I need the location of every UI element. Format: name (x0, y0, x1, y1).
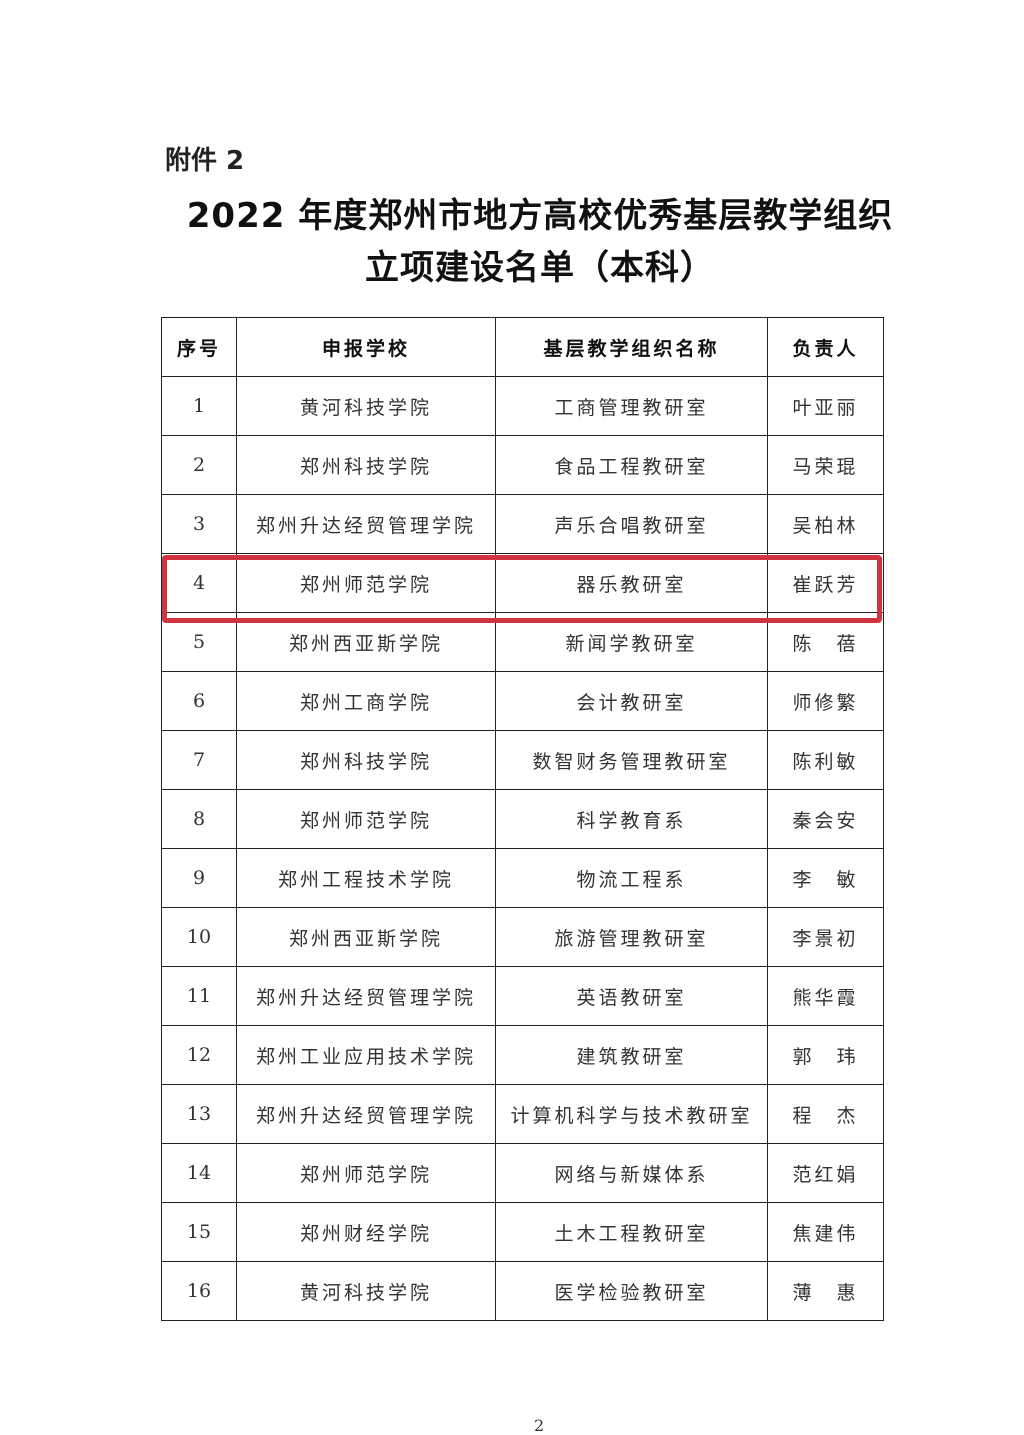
cell-index: 14 (161, 1143, 237, 1203)
cell-index: 13 (161, 1084, 237, 1144)
cell-index: 12 (161, 1025, 237, 1085)
cell-school: 郑州科技学院 (236, 730, 496, 790)
cell-leader: 程 杰 (767, 1084, 884, 1144)
table-row: 6 郑州工商学院 会计教研室 师修繁 (161, 671, 884, 731)
document-title-line-1: 2022 年度郑州市地方高校优秀基层教学组织 (186, 196, 894, 236)
cell-organization: 声乐合唱教研室 (495, 494, 768, 554)
cell-leader: 薄 惠 (767, 1261, 884, 1321)
table-row: 15 郑州财经学院 土木工程教研室 焦建伟 (161, 1202, 884, 1262)
cell-school: 黄河科技学院 (236, 376, 496, 436)
table-row: 11 郑州升达经贸管理学院 英语教研室 熊华霞 (161, 966, 884, 1026)
table-row: 12 郑州工业应用技术学院 建筑教研室郭 玮 (161, 1025, 884, 1085)
table-row: 8 郑州师范学院 科学教育系 秦会安 (161, 789, 884, 849)
cell-organization: 旅游管理教研室 (495, 907, 768, 967)
cell-school: 郑州师范学院 (236, 789, 496, 849)
table-row: 3 郑州升达经贸管理学院 声乐合唱教研室 吴柏林 (161, 494, 884, 554)
table-header-row: 序号 申报学校 基层教学组织名称 负责人 (161, 317, 884, 377)
cell-leader: 李 敏 (767, 848, 884, 908)
cell-school: 郑州升达经贸管理学院 (236, 966, 496, 1026)
attachment-label: 附件 2 (165, 146, 245, 176)
header-leader: 负责人 (767, 317, 884, 377)
table-row: 7 郑州科技学院 数智财务管理教研室 陈利敏 (161, 730, 884, 790)
cell-organization: 土木工程教研室 (495, 1202, 768, 1262)
cell-index: 3 (161, 494, 237, 554)
cell-organization: 英语教研室 (495, 966, 768, 1026)
page-number: 2 (534, 1416, 545, 1435)
project-list-table: 序号 申报学校 基层教学组织名称 负责人 1 黄河科技学院 工商管理教研室 叶亚丽 2 郑… (161, 317, 884, 1321)
table-row: 10 郑州西亚斯学院 旅游管理教研室 李景初 (161, 907, 884, 967)
cell-leader: 师修繁 (767, 671, 884, 731)
document-title-line-2: 立项建设名单（本科） (365, 248, 715, 288)
cell-school: 郑州工程技术学院 (236, 848, 496, 908)
cell-organization: 器乐教研室 (495, 553, 768, 613)
cell-index: 7 (161, 730, 237, 790)
cell-school: 郑州财经学院 (236, 1202, 496, 1262)
cell-organization: 食品工程教研室 (495, 435, 768, 495)
cell-school: 郑州科技学院 (236, 435, 496, 495)
cell-school: 郑州工商学院 (236, 671, 496, 731)
cell-school: 郑州工业应用技术学院 (236, 1025, 496, 1085)
cell-organization: 医学检验教研室 (495, 1261, 768, 1321)
cell-leader: 叶亚丽 (767, 376, 884, 436)
cell-organization: 新闻学教研室 (495, 612, 768, 672)
cell-index: 5 (161, 612, 237, 672)
table-row: 13 郑州升达经贸管理学院 计算机科学与技术教研室程 杰 (161, 1084, 884, 1144)
cell-organization: 数智财务管理教研室 (495, 730, 768, 790)
cell-school: 郑州西亚斯学院 (236, 907, 496, 967)
cell-leader: 马荣琨 (767, 435, 884, 495)
cell-leader: 秦会安 (767, 789, 884, 849)
cell-organization: 计算机科学与技术教研室 (495, 1084, 768, 1144)
cell-leader: 李景初 (767, 907, 884, 967)
table-row: 4 郑州师范学院 器乐教研室 崔跃芳 (161, 553, 884, 613)
header-school: 申报学校 (236, 317, 496, 377)
cell-index: 16 (161, 1261, 237, 1321)
cell-leader: 陈 蓓 (767, 612, 884, 672)
cell-school: 郑州升达经贸管理学院 (236, 494, 496, 554)
header-organization: 基层教学组织名称 (495, 317, 768, 377)
cell-leader: 吴柏林 (767, 494, 884, 554)
table-row: 2 郑州科技学院 食品工程教研室 马荣琨 (161, 435, 884, 495)
cell-index: 11 (161, 966, 237, 1026)
cell-leader: 熊华霞 (767, 966, 884, 1026)
cell-index: 8 (161, 789, 237, 849)
table-row: 1 黄河科技学院 工商管理教研室 叶亚丽 (161, 376, 884, 436)
cell-leader: 崔跃芳 (767, 553, 884, 613)
cell-organization: 物流工程系 (495, 848, 768, 908)
cell-index: 9 (161, 848, 237, 908)
cell-index: 15 (161, 1202, 237, 1262)
cell-organization: 建筑教研室 (495, 1025, 768, 1085)
table-row: 14 郑州师范学院 网络与新媒体系 范红娟 (161, 1143, 884, 1203)
cell-organization: 会计教研室 (495, 671, 768, 731)
cell-organization: 科学教育系 (495, 789, 768, 849)
cell-leader: 范红娟 (767, 1143, 884, 1203)
cell-index: 2 (161, 435, 237, 495)
cell-school: 黄河科技学院 (236, 1261, 496, 1321)
table-row: 5 郑州西亚斯学院 新闻学教研室陈 蓓 (161, 612, 884, 672)
cell-leader: 焦建伟 (767, 1202, 884, 1262)
header-index: 序号 (161, 317, 237, 377)
table-row: 9 郑州工程技术学院 物流工程系李 敏 (161, 848, 884, 908)
cell-school: 郑州师范学院 (236, 1143, 496, 1203)
cell-index: 4 (161, 553, 237, 613)
cell-index: 6 (161, 671, 237, 731)
cell-leader: 陈利敏 (767, 730, 884, 790)
cell-school: 郑州西亚斯学院 (236, 612, 496, 672)
cell-organization: 工商管理教研室 (495, 376, 768, 436)
cell-school: 郑州升达经贸管理学院 (236, 1084, 496, 1144)
cell-school: 郑州师范学院 (236, 553, 496, 613)
cell-index: 1 (161, 376, 237, 436)
cell-leader: 郭 玮 (767, 1025, 884, 1085)
table-row: 16 黄河科技学院 医学检验教研室薄 惠 (161, 1261, 884, 1321)
cell-organization: 网络与新媒体系 (495, 1143, 768, 1203)
cell-index: 10 (161, 907, 237, 967)
